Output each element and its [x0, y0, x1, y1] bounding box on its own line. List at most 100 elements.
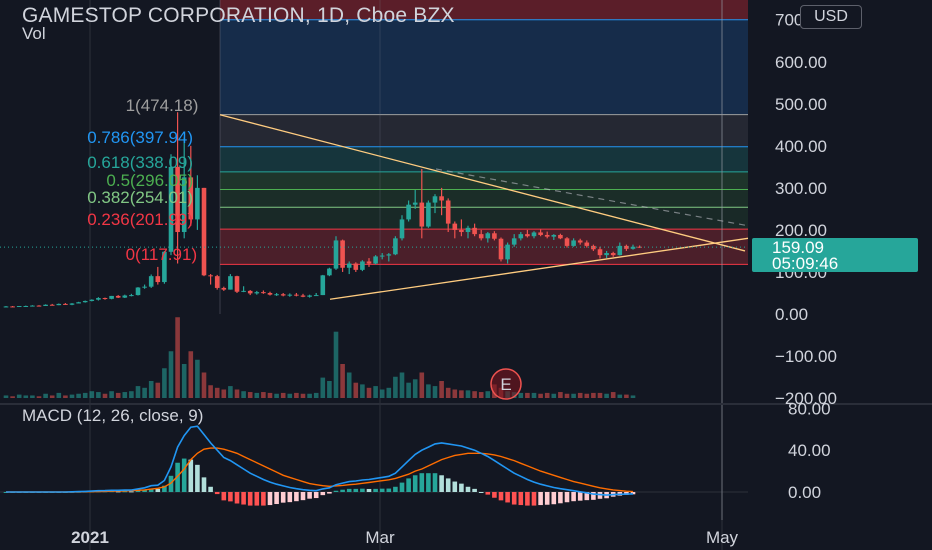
candle-body — [175, 166, 180, 233]
macd-histogram-bar — [472, 488, 477, 492]
fib-band-0.786 — [220, 146, 748, 172]
macd-histogram-bar — [525, 492, 530, 506]
candle-body — [228, 276, 233, 290]
candle-body — [247, 290, 253, 294]
macd-label[interactable]: MACD (12, 26, close, 9) — [22, 406, 204, 425]
macd-tick-label: 40.00 — [788, 441, 831, 460]
candle-body — [36, 305, 42, 307]
candle-body — [406, 204, 411, 220]
volume-bar — [142, 387, 147, 398]
volume-bar — [591, 392, 596, 398]
price-tick-label: 400.00 — [775, 137, 827, 156]
candle-body — [525, 234, 530, 237]
volume-bar — [294, 392, 299, 398]
price-tick-label: 0.00 — [775, 305, 808, 324]
candle-body — [115, 295, 121, 298]
price-tick-label: −200.00 — [775, 389, 837, 408]
candle-body — [261, 292, 266, 294]
volume-bar — [23, 395, 29, 398]
volume-bar — [287, 393, 293, 398]
candle-body — [393, 238, 398, 255]
volume-bar — [135, 386, 141, 398]
macd-signal-line — [6, 447, 634, 493]
candle-body — [30, 305, 35, 307]
macd-histogram-bar — [373, 488, 378, 492]
candle-body — [56, 303, 62, 306]
macd-histogram-bar — [439, 475, 444, 492]
volume-bar — [16, 394, 22, 398]
volume-bar — [320, 377, 326, 398]
volume-bar — [518, 392, 524, 398]
candle-body — [452, 223, 458, 230]
volume-bar — [102, 393, 108, 398]
candle-body — [597, 249, 603, 256]
volume-bar — [419, 372, 425, 398]
macd-histogram-bar — [313, 492, 319, 499]
candle-body — [188, 177, 194, 220]
candle-body — [492, 233, 497, 239]
volume-bar — [228, 386, 233, 398]
candle-body — [89, 299, 95, 301]
macd-histogram-bar — [122, 491, 128, 493]
macd-histogram-bar — [241, 492, 246, 505]
volume-bar — [221, 389, 227, 398]
volume-bar — [115, 392, 121, 398]
candle-body — [102, 298, 108, 300]
candle-body — [307, 295, 312, 297]
macd-histogram-bar — [465, 486, 471, 492]
candle-body — [254, 292, 260, 294]
volume-bar — [43, 393, 48, 398]
candle-body — [109, 295, 114, 299]
macd-histogram-bar — [360, 488, 365, 492]
volume-bar — [353, 382, 359, 398]
macd-histogram-bar — [228, 492, 233, 502]
volume-bar — [346, 372, 352, 398]
trendline-lower — [329, 237, 749, 300]
volume-bar — [129, 391, 134, 398]
volume-bar — [439, 381, 444, 398]
macd-histogram-bar — [366, 488, 372, 492]
macd-histogram-bar — [340, 489, 345, 492]
candle-body — [214, 276, 220, 288]
candle-body — [313, 295, 319, 297]
macd-histogram-bar — [558, 492, 563, 504]
macd-histogram-bar — [234, 492, 240, 504]
trendline-dashed — [435, 168, 749, 227]
currency-button[interactable]: USD — [800, 5, 862, 29]
trendline-upper — [219, 114, 746, 252]
candle-body — [432, 196, 438, 203]
macd-histogram-bar — [544, 492, 550, 505]
macd-histogram-bar — [247, 492, 253, 506]
volume-bar — [214, 387, 220, 398]
candle-body — [426, 202, 431, 227]
macd-histogram-bar — [129, 491, 134, 493]
candle-body — [63, 303, 68, 305]
macd-histogram-bar — [214, 492, 220, 495]
macd-histogram-bar — [261, 492, 266, 506]
volume-bar — [624, 394, 629, 398]
candle-body — [69, 303, 75, 305]
macd-histogram-bar — [115, 491, 121, 493]
macd-histogram-bar — [419, 473, 425, 492]
candle-body — [195, 187, 200, 220]
candle-body — [459, 229, 464, 233]
macd-histogram-bar — [492, 492, 497, 498]
earnings-marker — [490, 368, 522, 400]
volume-bar — [96, 392, 101, 398]
candle-body — [135, 287, 141, 296]
price-tick-label: −100.00 — [775, 347, 837, 366]
volume-bar — [584, 393, 590, 398]
candle-body — [16, 306, 22, 308]
volume-bar — [452, 389, 458, 398]
candle-body — [584, 242, 590, 246]
volume-bar — [571, 393, 576, 398]
fib-label-0.236: 0.236(201.99) — [87, 210, 194, 230]
volume-bar — [49, 395, 55, 398]
candle-body — [320, 275, 326, 296]
candle-body — [386, 254, 392, 256]
volume-bar — [445, 387, 451, 398]
candle-body — [531, 232, 537, 237]
macd-histogram-bar — [327, 492, 332, 494]
